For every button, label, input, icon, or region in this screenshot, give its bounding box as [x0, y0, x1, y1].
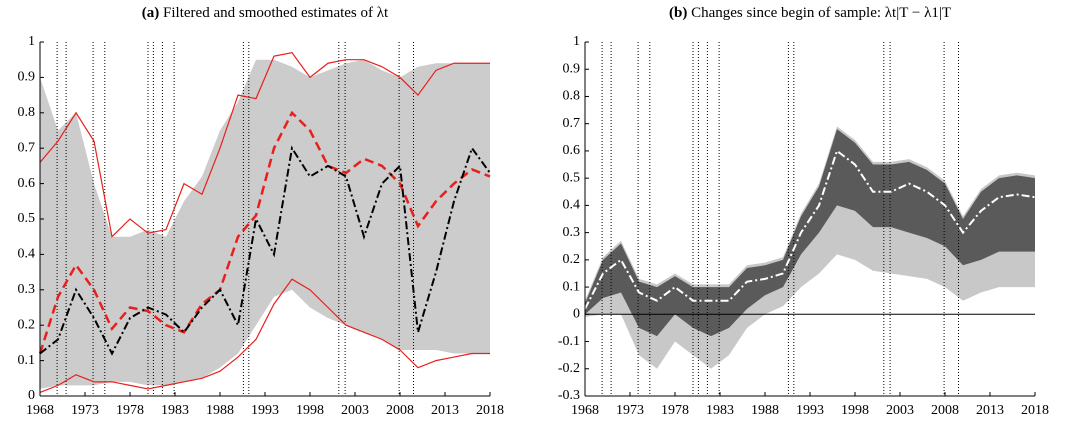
y-tick-label: 0.8 [563, 89, 581, 104]
x-tick-label: 2008 [931, 403, 959, 418]
y-tick-label: 0.8 [18, 105, 36, 120]
y-tick-label: 0.7 [563, 116, 581, 131]
x-tick-label: 1978 [661, 403, 689, 418]
y-tick-label: 0.1 [563, 279, 581, 294]
x-tick-label: 1988 [751, 403, 779, 418]
y-tick-label: 0.4 [563, 198, 581, 213]
x-tick-label: 1983 [161, 403, 189, 418]
series-line [38, 110, 491, 354]
x-tick-label: 1978 [116, 403, 144, 418]
x-tick-label: 1973 [71, 403, 99, 418]
y-tick-label: 1 [28, 34, 35, 49]
y-tick-label: 0.2 [563, 252, 581, 267]
panel-label: (a) [142, 5, 160, 21]
y-tick-label: -0.3 [558, 388, 580, 403]
y-tick-label: 0.5 [563, 170, 581, 185]
y-tick-label: 0.9 [18, 70, 36, 85]
x-tick-label: 1983 [706, 403, 734, 418]
band [585, 129, 1035, 337]
x-tick-label: 2013 [431, 403, 459, 418]
x-tick-label: 2003 [886, 403, 914, 418]
x-tick-label: 2018 [476, 403, 504, 418]
panel-label: (b) [669, 5, 687, 21]
y-tick-label: 0.7 [18, 140, 36, 155]
y-tick-label: 0.6 [18, 176, 36, 191]
y-tick-label: 0.1 [18, 353, 36, 368]
y-tick-label: -0.1 [558, 334, 580, 349]
x-tick-label: 1988 [206, 403, 234, 418]
series-line [39, 278, 490, 394]
x-tick-label: 2008 [386, 403, 414, 418]
series-line [39, 145, 491, 356]
y-tick-label: 0.6 [563, 143, 581, 158]
chart-title: (a) Filtered and smoothed estimates of λ… [142, 5, 389, 21]
y-tick-label: -0.2 [558, 361, 580, 376]
y-tick-label: 0.9 [563, 61, 581, 76]
y-tick-label: 0 [573, 307, 580, 322]
series-line [39, 51, 490, 238]
x-tick-label: 1968 [571, 403, 599, 418]
series-line [584, 149, 1036, 310]
x-tick-label: 1993 [796, 403, 824, 418]
y-tick-label: 1 [573, 34, 580, 49]
x-tick-label: 1968 [26, 403, 54, 418]
y-tick-label: 0.3 [18, 282, 36, 297]
x-tick-label: 1993 [251, 403, 279, 418]
y-tick-label: 0 [28, 388, 35, 403]
title-text: Filtered and smoothed estimates of λt [163, 5, 389, 21]
y-tick-label: 0.4 [18, 247, 36, 262]
x-tick-label: 2013 [976, 403, 1004, 418]
y-tick-label: 0.3 [563, 225, 581, 240]
x-tick-label: 1998 [296, 403, 324, 418]
x-tick-label: 1973 [616, 403, 644, 418]
x-tick-label: 2018 [1021, 403, 1049, 418]
y-tick-label: 0.2 [18, 317, 36, 332]
chart-title: (b) Changes since begin of sample: λt|T … [669, 5, 951, 21]
x-tick-label: 2003 [341, 403, 369, 418]
title-text: Changes since begin of sample: λt|T − λ1… [691, 5, 951, 21]
y-tick-label: 0.5 [18, 211, 36, 226]
x-tick-label: 1998 [841, 403, 869, 418]
band [40, 59, 490, 389]
